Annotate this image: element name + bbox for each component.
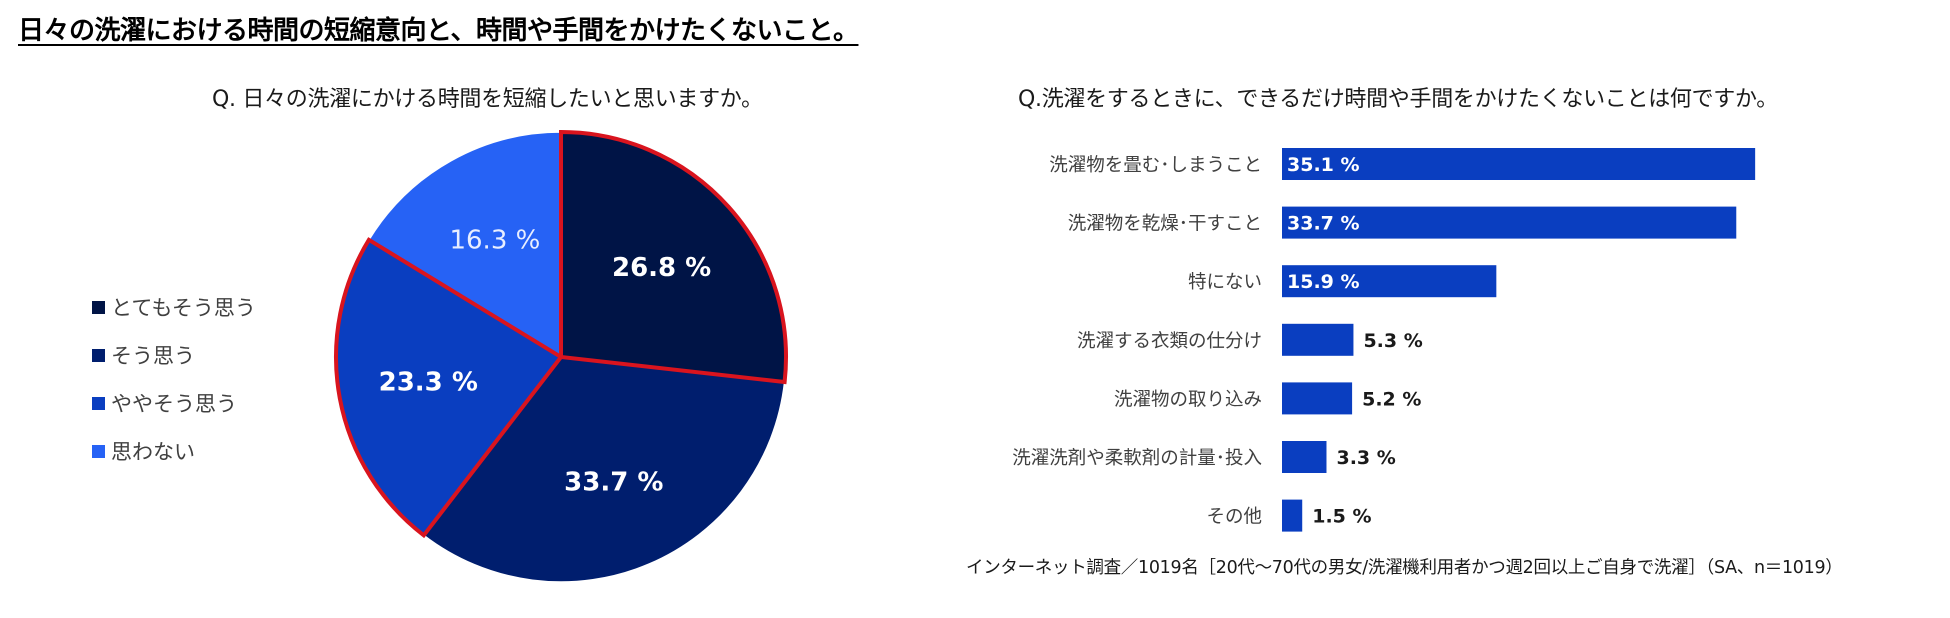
pie-data-label-4: 16.3 % <box>449 225 540 255</box>
pie-data-label-3: 23.3 % <box>379 368 478 398</box>
bar-value-label-1: 35.1 % <box>1287 154 1360 176</box>
bar-2 <box>1282 206 1737 239</box>
bar-category-label-7: その他 <box>1206 507 1262 528</box>
legend-label: 思わない <box>111 440 195 464</box>
bar-category-label-5: 洗濯物の取り込み <box>1114 389 1262 410</box>
survey-footnote: インターネット調査／1019名［20代～70代の男女/洗濯機利用者かつ週2回以上… <box>966 558 1843 578</box>
legend-entry-4: 思わない <box>92 427 256 475</box>
legend-swatch <box>92 444 105 458</box>
legend-swatch <box>92 300 105 314</box>
bar-value-label-5: 5.2 % <box>1362 388 1421 410</box>
bar-category-label-2: 洗濯物を乾燥･干すこと <box>1068 214 1262 235</box>
bar-4 <box>1282 323 1354 356</box>
bar-category-label-4: 洗濯する衣類の仕分け <box>1077 331 1262 352</box>
bar-category-label-6: 洗濯洗剤や柔軟剤の計量･投入 <box>1012 448 1262 469</box>
bar-value-label-6: 3.3 % <box>1336 447 1395 469</box>
bar-1 <box>1282 148 1756 180</box>
page-title: 日々の洗濯における時間の短縮意向と、時間や手間をかけたくないこと。 <box>18 16 859 46</box>
legend-swatch <box>92 396 105 410</box>
legend-entry-1: とてもそう思う <box>92 283 256 331</box>
bar-value-label-2: 33.7 % <box>1287 213 1360 235</box>
legend-label: とてもそう思う <box>111 296 256 320</box>
pie-data-label-1: 26.8 % <box>612 253 711 283</box>
legend-label: ややそう思う <box>111 392 237 416</box>
legend-entry-2: そう思う <box>92 331 256 379</box>
pie-chart-title: Q. 日々の洗濯にかける時間を短縮したいと思いますか。 <box>212 87 763 112</box>
bar-value-label-4: 5.3 % <box>1363 330 1422 352</box>
bar-3 <box>1282 265 1497 298</box>
bar-category-label-3: 特にない <box>1188 272 1262 293</box>
pie-data-label-2: 33.7 % <box>564 467 663 497</box>
pie-slice-highlight-3 <box>334 237 564 539</box>
pie-chart: 26.8 % 33.7 % 23.3 % 16.3 % <box>334 129 788 583</box>
pie-slice-highlight-1 <box>559 129 788 385</box>
legend-label: そう思う <box>111 344 195 368</box>
pie-legend: とてもそう思う そう思うややそう思う 思わない <box>92 283 256 475</box>
pie-slice-4 <box>367 131 562 359</box>
bar-category-label-1: 洗濯物を畳む･しまうこと <box>1049 155 1262 176</box>
legend-swatch <box>92 348 105 362</box>
pie-slice-2 <box>422 356 786 583</box>
bar-7 <box>1282 499 1303 532</box>
bar-5 <box>1282 382 1353 415</box>
bar-chart-title: Q.洗濯をするときに、できるだけ時間や手間をかけたくないことは何ですか。 <box>1018 87 1778 112</box>
bar-6 <box>1282 441 1327 473</box>
bar-value-label-7: 1.5 % <box>1312 506 1371 528</box>
legend-entry-3: ややそう思う <box>92 379 256 427</box>
bar-value-label-3: 15.9 % <box>1287 271 1360 293</box>
